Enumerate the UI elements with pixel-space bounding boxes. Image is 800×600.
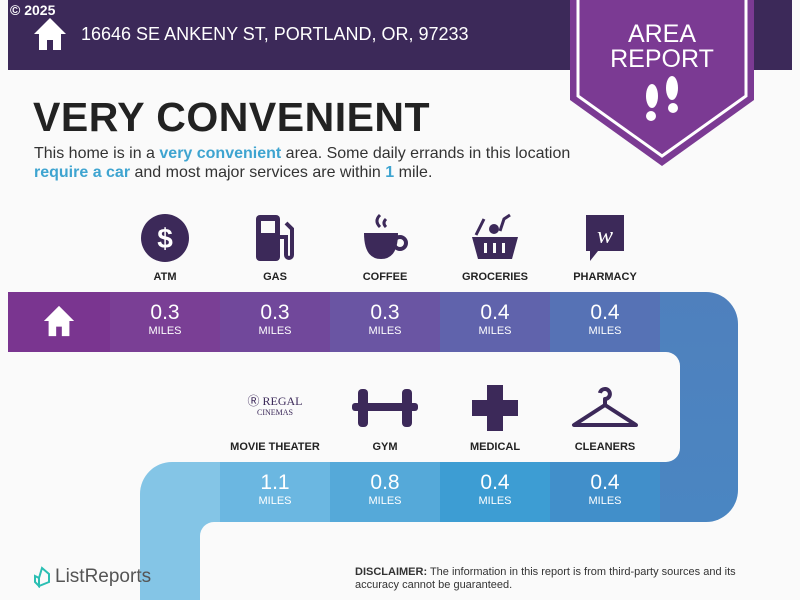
distance-atm: 0.3 MILES [110,292,220,352]
home-icon [34,18,66,50]
listreports-logo: ListReports [33,566,151,588]
description: This home is in a very convenient area. … [34,145,571,181]
headline: VERY CONVENIENT [33,94,431,140]
label-groceries: GROCERIES [461,271,528,283]
path-inner [200,522,280,600]
dumbbell-icon [330,383,440,438]
distance-groceries: 0.4 MILES [440,292,550,352]
distance-movie-theater: 1.1 MILES [220,462,330,522]
label-coffee: COFFEE [362,271,408,283]
distance-cleaners: 0.4 MILES [550,462,660,522]
label-gym: GYM [372,441,398,453]
footprints-icon [646,76,678,121]
label-cleaners: CLEANERS [574,441,636,453]
label-pharmacy: PHARMACY [573,271,637,283]
badge-title: AREA REPORT [610,20,714,73]
area-report-badge [570,0,754,166]
dollar-icon: $ [110,213,220,268]
regal-cinemas-logo: Ⓡ REGAL CINEMAS [247,394,303,417]
home-cell [8,292,110,352]
gas-pump-icon [220,213,330,268]
distance-pharmacy: 0.4 MILES [550,292,660,352]
svg-text:w: w [597,223,613,249]
listreports-icon [34,566,50,588]
hanger-icon [550,383,660,438]
distance-gym: 0.8 MILES [330,462,440,522]
home-icon [43,305,75,337]
label-atm: ATM [153,271,177,283]
grocery-basket-icon [440,213,550,268]
svg-text:$: $ [157,223,173,254]
label-movie-theater: MOVIE THEATER [230,441,320,453]
label-medical: MEDICAL [469,441,521,453]
coffee-cup-icon [330,213,440,268]
disclaimer: DISCLAIMER: The information in this repo… [355,566,736,591]
distance-gas: 0.3 MILES [220,292,330,352]
distance-coffee: 0.3 MILES [330,292,440,352]
label-gas: GAS [263,271,287,283]
address: 16646 SE ANKENY ST, PORTLAND, OR, 97233 [81,24,469,44]
medical-cross-icon [440,383,550,438]
walgreens-icon: w [550,213,660,268]
copyright: © 2025 [10,2,56,18]
distance-medical: 0.4 MILES [440,462,550,522]
